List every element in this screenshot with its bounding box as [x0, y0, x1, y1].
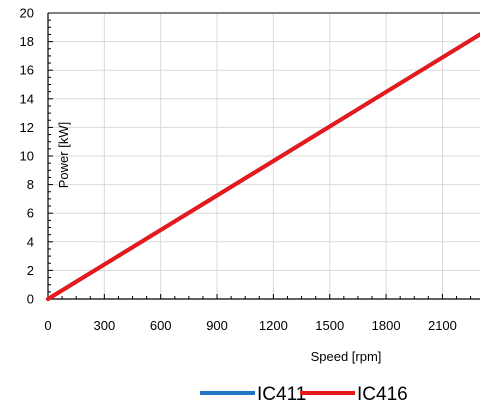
x-tick-labels: 0 300 600 900 1200 1500 1800 2100 — [44, 318, 457, 333]
y-tick-label: 16 — [20, 63, 34, 78]
y-tick-label: 6 — [27, 206, 34, 221]
y-tick-label: 2 — [27, 263, 34, 278]
series-line-ic416 — [48, 34, 480, 299]
x-tick-label: 2100 — [428, 318, 457, 333]
y-tick-label: 4 — [27, 234, 34, 249]
x-tick-label: 1200 — [259, 318, 288, 333]
y-tick-label: 8 — [27, 177, 34, 192]
x-tick-label: 900 — [206, 318, 228, 333]
x-tick-label: 1500 — [315, 318, 344, 333]
x-axis-title: Speed [rpm] — [311, 349, 382, 364]
x-tick-label: 600 — [150, 318, 172, 333]
y-tick-label: 0 — [27, 292, 34, 307]
legend-label-ic411: IC411 — [257, 384, 306, 405]
y-axis-title: Power [kW] — [56, 122, 71, 188]
y-tick-label: 10 — [20, 149, 34, 164]
legend: IC411 IC416 — [200, 384, 408, 405]
x-tick-label: 300 — [93, 318, 115, 333]
y-tick-label: 18 — [20, 34, 34, 49]
y-tick-label: 20 — [20, 6, 34, 21]
legend-label-ic416: IC416 — [357, 384, 408, 405]
grid-lines — [48, 13, 480, 299]
series-lines — [48, 34, 480, 299]
x-tick-label: 0 — [44, 318, 51, 333]
y-tick-label: 12 — [20, 120, 34, 135]
y-tick-label: 14 — [20, 91, 34, 106]
x-tick-label: 1800 — [372, 318, 401, 333]
y-tick-labels: 0 2 4 6 8 10 12 14 16 18 20 — [20, 6, 34, 307]
